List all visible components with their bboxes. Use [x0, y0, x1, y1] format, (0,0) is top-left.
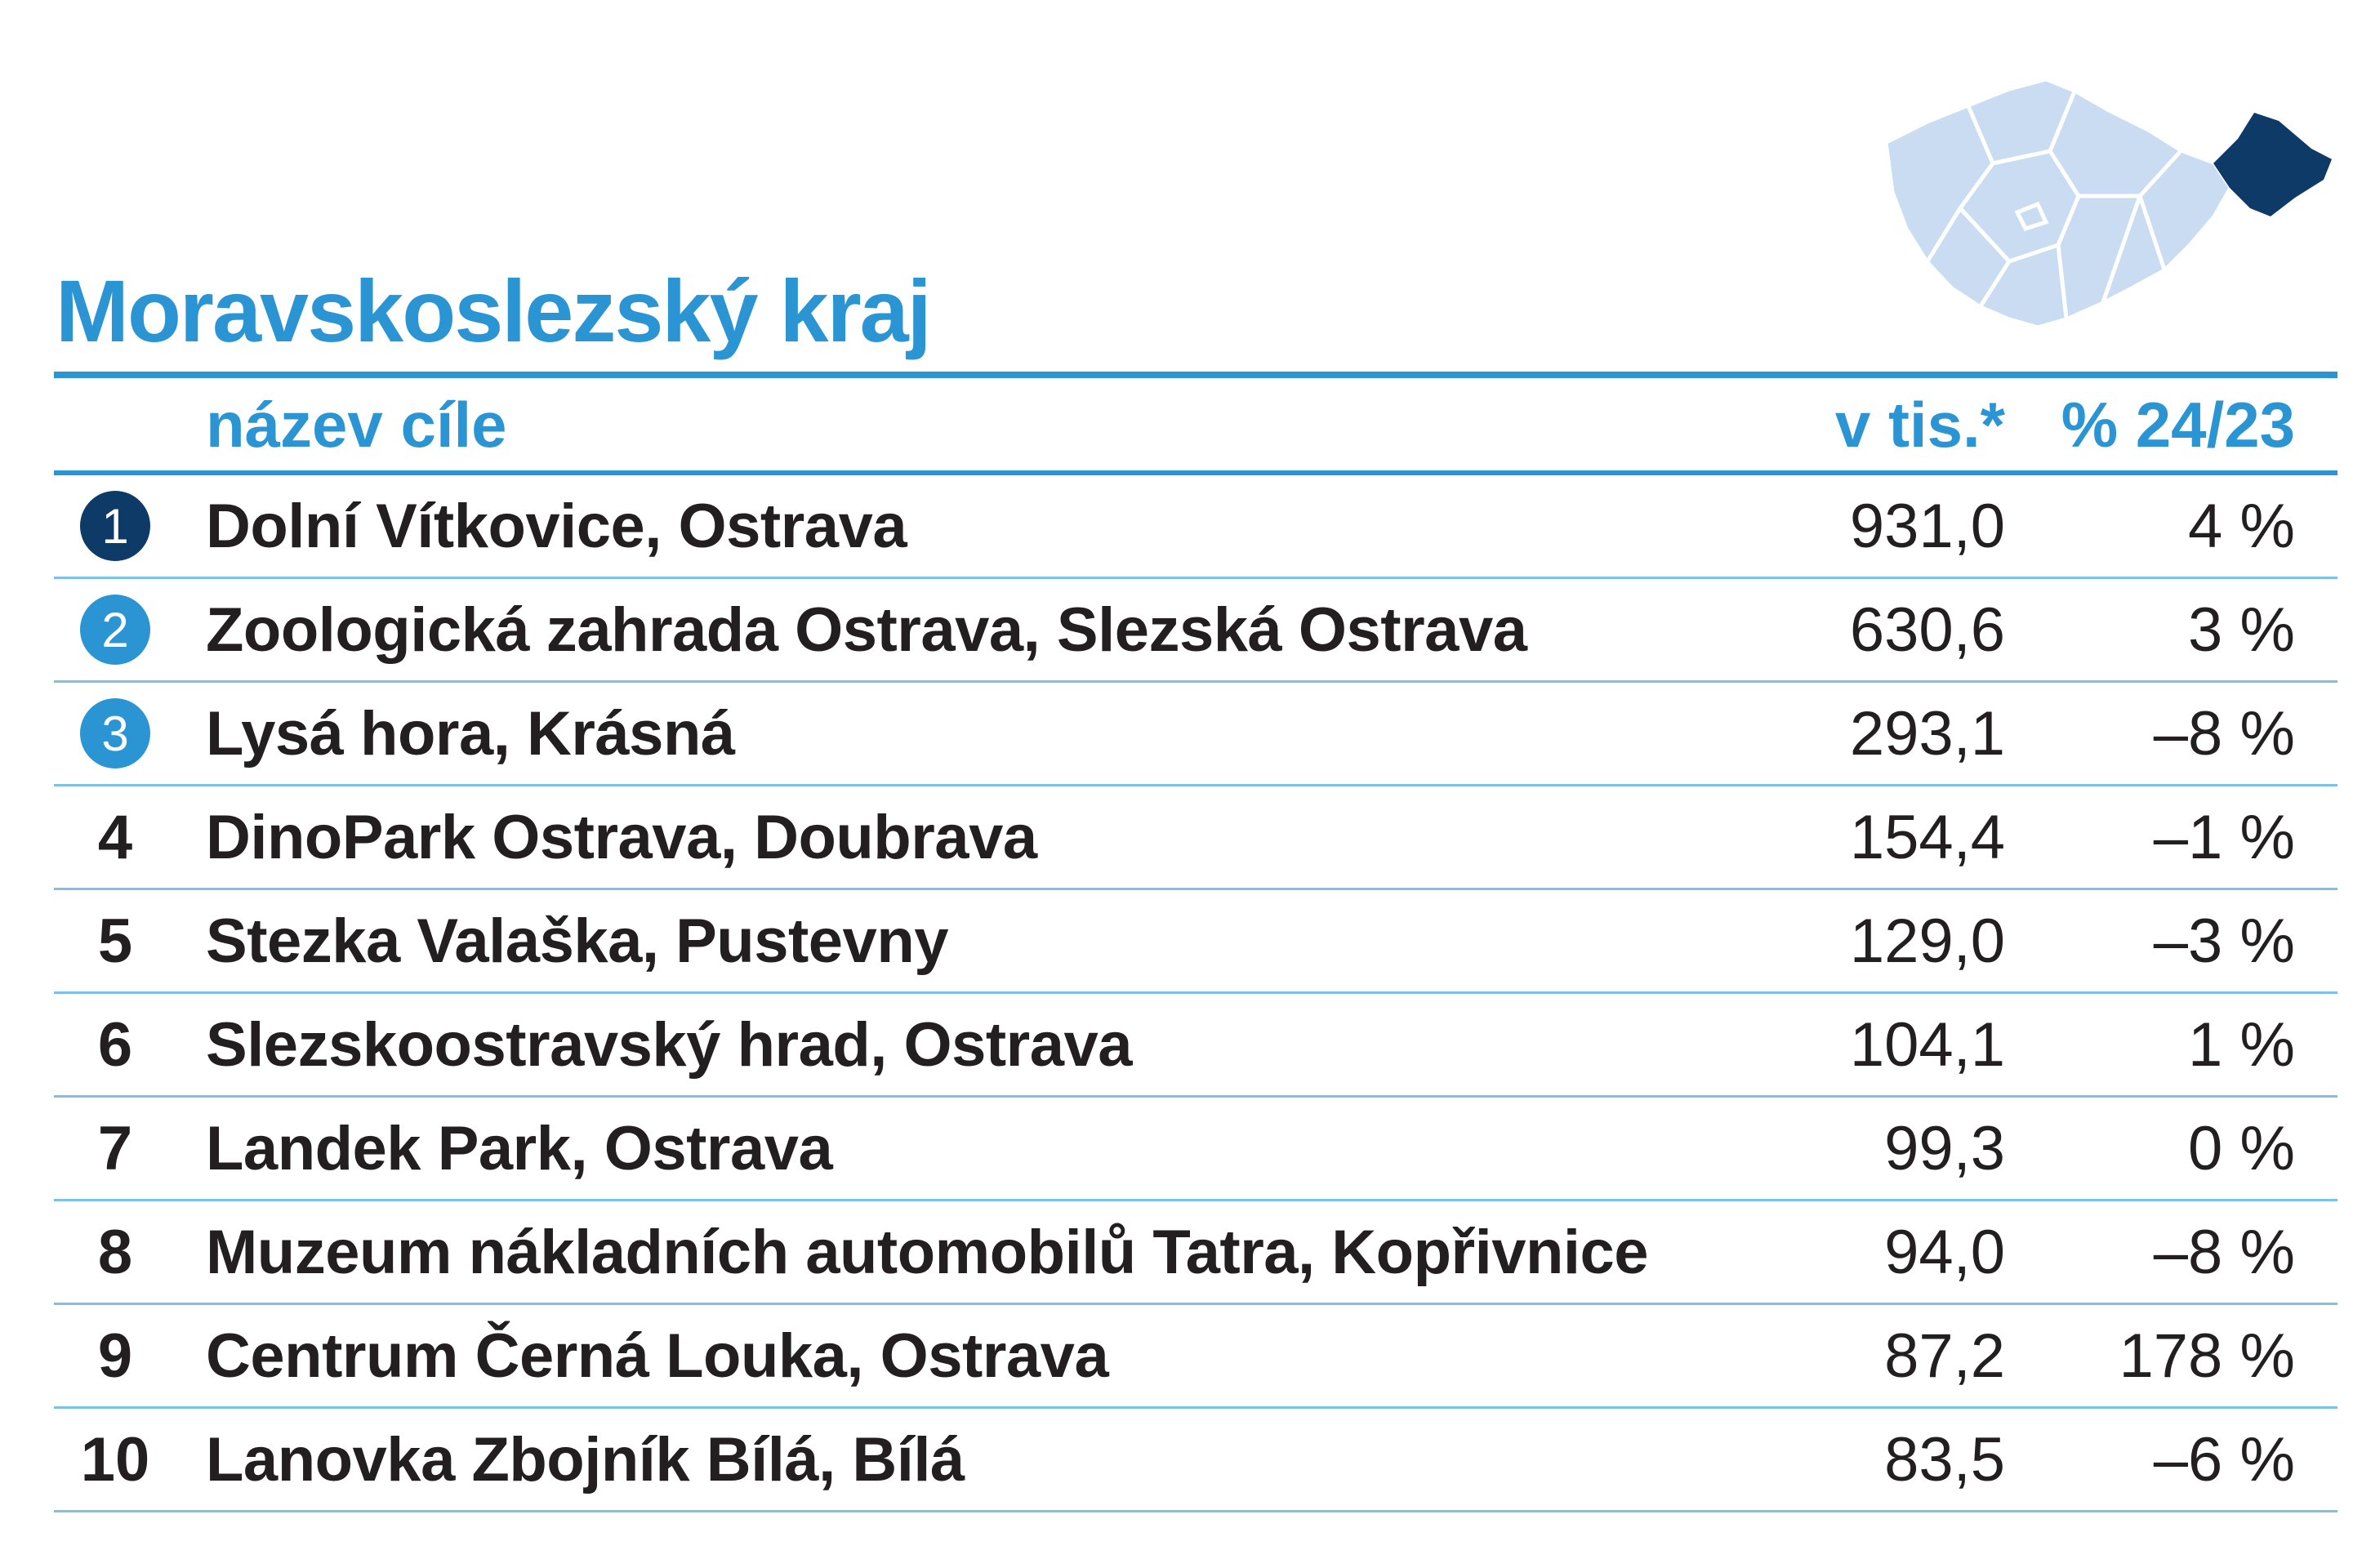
- change-value: –6 %: [2153, 1424, 2295, 1494]
- change-value: 4 %: [2188, 491, 2295, 561]
- row-divider: [54, 1303, 2337, 1305]
- rank-badge: 3: [80, 698, 150, 768]
- header-bottom-rule: [54, 470, 2337, 475]
- destination-name: Lysá hora, Krásná: [206, 698, 735, 768]
- column-separator: [1714, 475, 1717, 1568]
- rank-number: 4: [97, 802, 133, 872]
- rank-number: 6: [97, 1009, 133, 1080]
- visitors-value: 87,2: [1884, 1321, 2005, 1391]
- change-value: –8 %: [2153, 698, 2295, 768]
- change-value: 3 %: [2188, 595, 2295, 665]
- table-row: 7 Landek Park, Ostrava 99,3 0 %: [54, 1098, 2337, 1201]
- table-row: 5 Stezka Valaška, Pustevny 129,0 –3 %: [54, 890, 2337, 994]
- row-divider: [54, 1199, 2337, 1201]
- visitors-value: 630,6: [1849, 595, 2005, 665]
- destination-name: Centrum Černá Louka, Ostrava: [206, 1321, 1109, 1391]
- table-row: 4 DinoPark Ostrava, Doubrava 154,4 –1 %: [54, 786, 2337, 890]
- region-borders: [1925, 91, 2182, 319]
- rank-cell: 3: [54, 683, 176, 784]
- page-title: Moravskoslezský kraj: [56, 261, 932, 360]
- change-value: –8 %: [2153, 1217, 2295, 1287]
- row-divider: [54, 1510, 2337, 1512]
- row-divider: [54, 1406, 2337, 1409]
- destination-name: Stezka Valaška, Pustevny: [206, 906, 949, 976]
- rank-cell: 2: [54, 579, 176, 680]
- change-value: 0 %: [2188, 1113, 2295, 1183]
- destination-name: Slezskoostravský hrad, Ostrava: [206, 1009, 1133, 1080]
- rank-number: 8: [97, 1217, 133, 1287]
- row-divider: [54, 991, 2337, 994]
- header-top-rule: [54, 372, 2337, 378]
- table-row: 6 Slezskoostravský hrad, Ostrava 104,1 1…: [54, 994, 2337, 1098]
- row-divider: [54, 680, 2337, 683]
- column-separator: [176, 475, 180, 1568]
- table-row: 1 Dolní Vítkovice, Ostrava 931,0 4 %: [54, 475, 2337, 579]
- visitors-value: 129,0: [1849, 906, 2005, 976]
- rank-number: 5: [97, 906, 133, 976]
- change-value: –3 %: [2153, 906, 2295, 976]
- table-row: 3 Lysá hora, Krásná 293,1 –8 %: [54, 683, 2337, 786]
- visitors-value: 83,5: [1884, 1424, 2005, 1494]
- column-separator: [2022, 475, 2026, 1568]
- change-value: 1 %: [2188, 1009, 2295, 1080]
- visitors-value: 104,1: [1849, 1009, 2005, 1080]
- destination-name: DinoPark Ostrava, Doubrava: [206, 802, 1037, 872]
- table-row: 9 Centrum Černá Louka, Ostrava 87,2 178 …: [54, 1305, 2337, 1409]
- column-header-value: v tis.*: [1834, 388, 2005, 461]
- column-header-change: % 24/23: [2061, 388, 2295, 461]
- rank-badge: 1: [80, 491, 150, 561]
- visitors-value: 154,4: [1849, 802, 2005, 872]
- rank-badge: 2: [80, 595, 150, 665]
- destination-name: Dolní Vítkovice, Ostrava: [206, 491, 907, 561]
- row-divider: [54, 577, 2337, 579]
- change-value: 178 %: [2119, 1321, 2296, 1391]
- moravskoslezsky-region-highlight: [2213, 113, 2332, 216]
- visitors-value: 99,3: [1884, 1113, 2005, 1183]
- rank-number: 9: [97, 1321, 133, 1391]
- destination-name: Zoologická zahrada Ostrava, Slezská Ostr…: [206, 595, 1527, 665]
- row-divider: [54, 1095, 2337, 1098]
- rank-cell: 1: [54, 475, 176, 577]
- rank-number: 10: [80, 1424, 150, 1494]
- row-divider: [54, 888, 2337, 890]
- visitors-value: 931,0: [1849, 491, 2005, 561]
- table-row: 2 Zoologická zahrada Ostrava, Slezská Os…: [54, 579, 2337, 683]
- table-row: 10 Lanovka Zbojník Bílá, Bílá 83,5 –6 %: [54, 1409, 2337, 1512]
- destination-name: Muzeum nákladních automobilů Tatra, Kopř…: [206, 1217, 1649, 1287]
- visitors-value: 293,1: [1849, 698, 2005, 768]
- country-shape: [1885, 78, 2231, 328]
- column-header-name: název cíle: [206, 388, 507, 461]
- visitors-value: 94,0: [1884, 1217, 2005, 1287]
- destination-name: Lanovka Zbojník Bílá, Bílá: [206, 1424, 965, 1494]
- change-value: –1 %: [2153, 802, 2295, 872]
- table-row: 8 Muzeum nákladních automobilů Tatra, Ko…: [54, 1201, 2337, 1305]
- destination-name: Landek Park, Ostrava: [206, 1113, 833, 1183]
- czech-regions-map-icon: [1885, 78, 2332, 328]
- rank-number: 7: [97, 1113, 133, 1183]
- row-divider: [54, 784, 2337, 786]
